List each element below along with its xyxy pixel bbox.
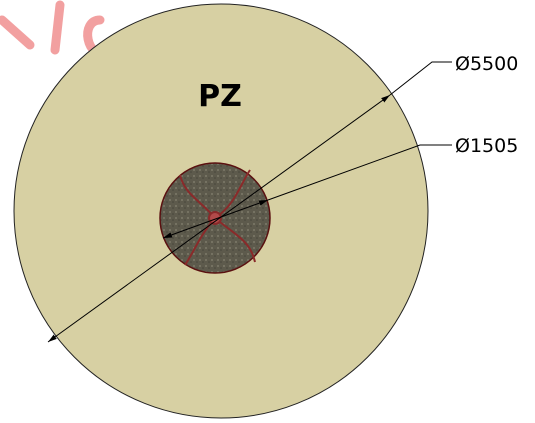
zone-label: PZ bbox=[198, 79, 242, 114]
dimension-label: Ø5500 bbox=[455, 53, 518, 75]
dimension-lines bbox=[47, 61, 452, 343]
dimension-label: Ø1505 bbox=[455, 135, 518, 157]
